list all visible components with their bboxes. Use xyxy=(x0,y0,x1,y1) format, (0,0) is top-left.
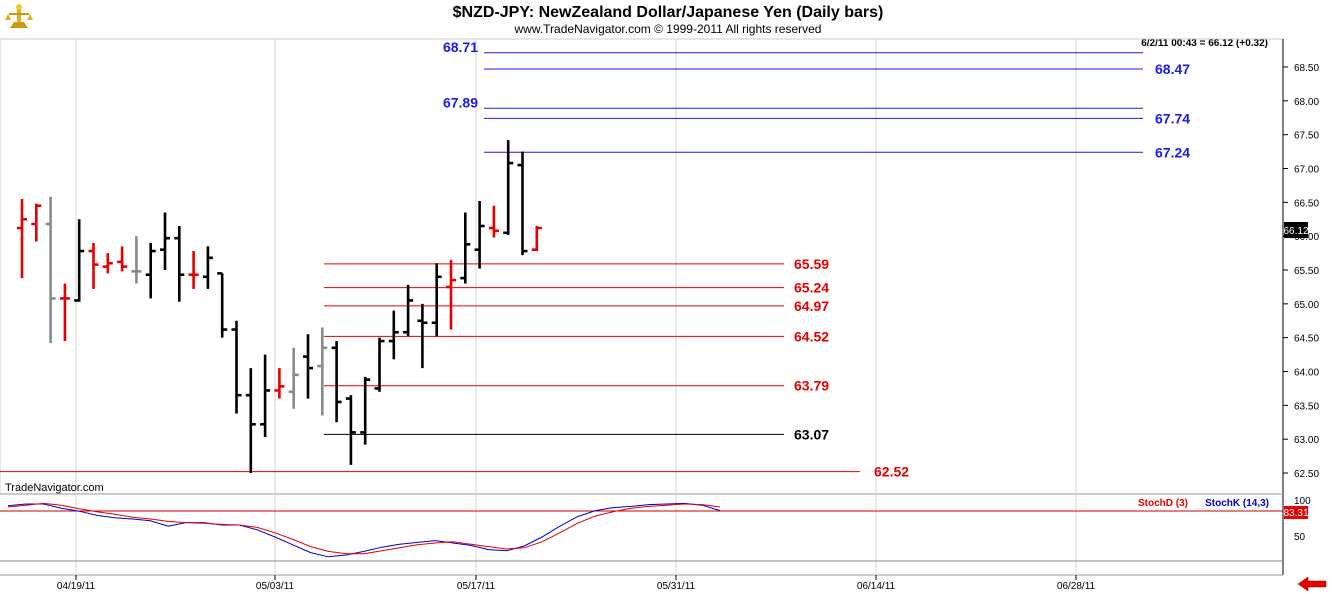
ohlc-bar xyxy=(74,219,85,302)
time-gridlines xyxy=(75,39,1077,575)
ohlc-bar xyxy=(388,310,399,360)
price-tick-label: 67.50 xyxy=(1294,131,1319,142)
bottom-support-label: 62.52 xyxy=(874,464,909,480)
time-tick-label: 05/17/11 xyxy=(457,581,496,592)
ohlc-bar xyxy=(245,368,256,473)
ohlc-bar xyxy=(488,205,499,238)
ohlc-bar xyxy=(403,284,414,337)
ohlc-bars xyxy=(17,140,542,473)
ohlc-bar xyxy=(303,334,313,399)
price-tick-label: 64.00 xyxy=(1294,368,1319,379)
time-tick-label: 06/28/11 xyxy=(1057,581,1096,592)
ohlc-bar xyxy=(45,196,56,344)
price-tick-label: 68.50 xyxy=(1294,63,1319,74)
price-tick-label: 68.00 xyxy=(1294,97,1319,108)
ohlc-bar xyxy=(288,347,299,409)
time-tick-label: 05/31/11 xyxy=(657,581,696,592)
resistance-label: 67.74 xyxy=(1155,110,1190,126)
support-label: 63.07 xyxy=(794,426,829,442)
chart-title: $NZD-JPY: NewZealand Dollar/Japanese Yen… xyxy=(453,4,884,21)
time-tick-label: 06/14/11 xyxy=(857,581,896,592)
ohlc-bar xyxy=(17,198,27,279)
price-tick-label: 62.50 xyxy=(1294,469,1319,480)
ohlc-bar xyxy=(417,303,428,369)
price-levels: 68.71 68.47 67.89 67.74 67.24 65.59 65.24 64.97… xyxy=(0,39,1190,480)
time-axis: 04/19/11 05/03/11 05/17/11 05/31/11 06/14/11… xyxy=(57,575,1096,592)
price-axis: 62.5063.0063.5064.0064.5065.0065.5066.00… xyxy=(1283,63,1319,480)
resistance-label: 68.47 xyxy=(1155,61,1190,77)
ohlc-bar xyxy=(517,151,528,256)
ohlc-bar xyxy=(274,368,285,399)
ohlc-bar xyxy=(131,236,142,284)
ohlc-bar xyxy=(117,246,128,272)
last-price-box xyxy=(1284,222,1308,238)
price-tick-label: 67.00 xyxy=(1294,165,1319,176)
chart-subtitle: www.TradeNavigator.com © 1999-2011 All r… xyxy=(514,22,822,36)
ohlc-bar xyxy=(474,200,485,269)
ohlc-bar xyxy=(360,376,371,445)
ohlc-bar xyxy=(460,212,471,284)
price-readout: 6/2/11 00:43 = 66.12 (+0.32) xyxy=(1141,38,1268,49)
price-tick-label: 66.50 xyxy=(1294,198,1319,209)
stoch-tick-50: 50 xyxy=(1294,532,1306,543)
ohlc-bar xyxy=(31,203,42,242)
support-label: 64.97 xyxy=(794,298,829,314)
price-tick-label: 65.00 xyxy=(1294,300,1319,311)
ohlc-bar xyxy=(145,242,156,299)
price-tick-label: 63.00 xyxy=(1294,435,1319,446)
ohlc-bar xyxy=(174,226,185,302)
ohlc-bar xyxy=(503,140,514,235)
stochd-line xyxy=(7,502,721,555)
support-label: 63.79 xyxy=(794,378,829,394)
ohlc-bar xyxy=(260,354,271,438)
ohlc-bar xyxy=(88,242,99,289)
ohlc-bar xyxy=(345,395,356,465)
ohlc-bar xyxy=(331,341,342,423)
time-tick-label: 05/03/11 xyxy=(256,581,295,592)
price-tick-label: 63.50 xyxy=(1294,401,1319,412)
ohlc-bar xyxy=(446,259,456,330)
watermark: TradeNavigator.com xyxy=(5,482,104,494)
stoch-readout-box xyxy=(1284,506,1308,519)
last-price-label: 66.12 xyxy=(1283,226,1308,237)
ohlc-bar xyxy=(431,263,442,337)
resistance-label: 67.89 xyxy=(443,94,478,110)
ohlc-bar xyxy=(231,320,242,414)
time-tick-label: 04/19/11 xyxy=(57,581,96,592)
ohlc-bar xyxy=(160,212,170,270)
ohlc-bar xyxy=(374,337,385,392)
ohlc-bar xyxy=(217,272,228,338)
ohlc-bar xyxy=(202,246,213,289)
ohlc-bar xyxy=(317,327,328,416)
support-label: 65.24 xyxy=(794,280,829,296)
ohlc-bar xyxy=(59,283,70,342)
stochk-legend: StochK (14,3) xyxy=(1205,498,1269,509)
logo-icon xyxy=(4,3,34,33)
left-arrow-icon[interactable] xyxy=(1297,576,1327,592)
price-tick-label: 64.50 xyxy=(1294,334,1319,345)
resistance-label: 68.71 xyxy=(443,39,478,55)
ohlc-bar xyxy=(531,226,542,252)
stochastic-panel xyxy=(0,502,1283,562)
support-label: 64.52 xyxy=(794,328,829,344)
stoch-readout: 83.31 xyxy=(1283,508,1308,519)
support-label: 65.59 xyxy=(794,256,829,272)
resistance-label: 67.24 xyxy=(1155,144,1190,160)
ohlc-bar xyxy=(188,251,199,289)
ohlc-bar xyxy=(102,253,113,274)
stoch-tick-100: 100 xyxy=(1294,496,1311,507)
price-tick-label: 65.50 xyxy=(1294,266,1319,277)
stochk-line xyxy=(7,502,721,558)
stochd-legend: StochD (3) xyxy=(1138,498,1188,509)
